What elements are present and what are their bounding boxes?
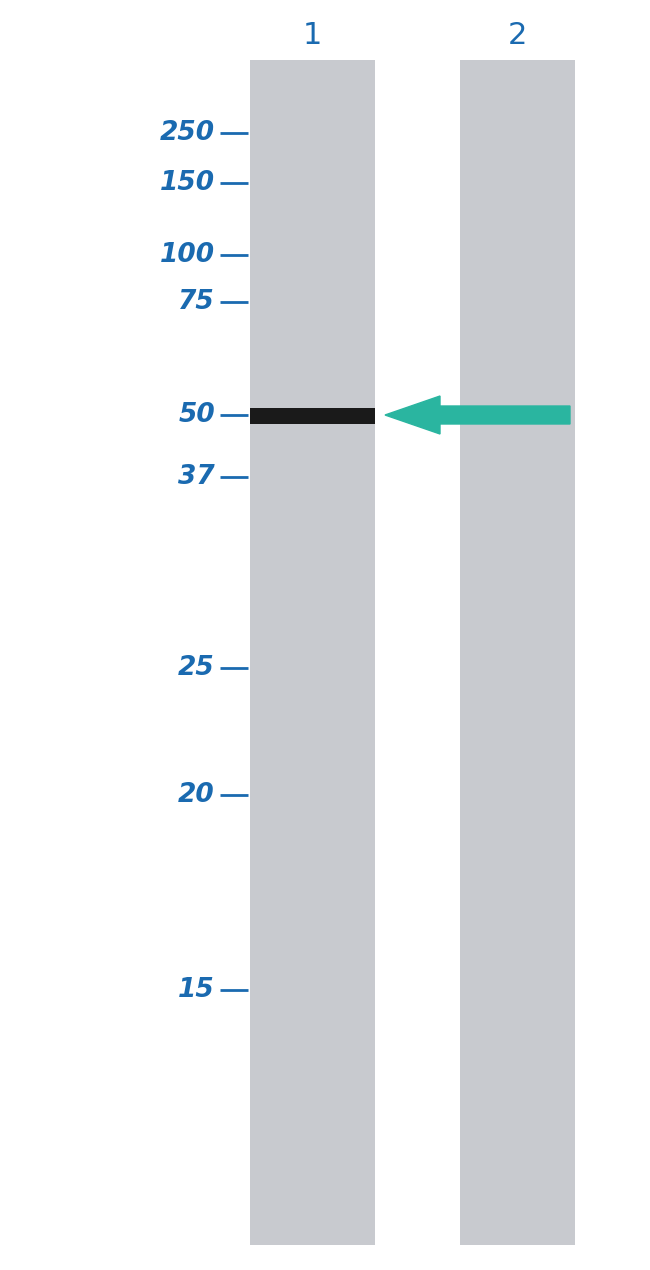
Text: 75: 75 <box>178 290 215 315</box>
Bar <box>460 60 575 1245</box>
Text: 250: 250 <box>160 119 215 146</box>
Text: 2: 2 <box>507 20 526 50</box>
Text: 25: 25 <box>178 655 215 681</box>
Text: 37: 37 <box>178 464 215 490</box>
Bar <box>250 408 375 424</box>
Bar <box>250 60 375 1245</box>
Text: 100: 100 <box>160 243 215 268</box>
Text: 1: 1 <box>302 20 322 50</box>
Text: 15: 15 <box>178 977 215 1003</box>
Text: 50: 50 <box>178 403 215 428</box>
FancyArrow shape <box>385 396 570 434</box>
Text: 150: 150 <box>160 170 215 196</box>
Text: 20: 20 <box>178 782 215 808</box>
